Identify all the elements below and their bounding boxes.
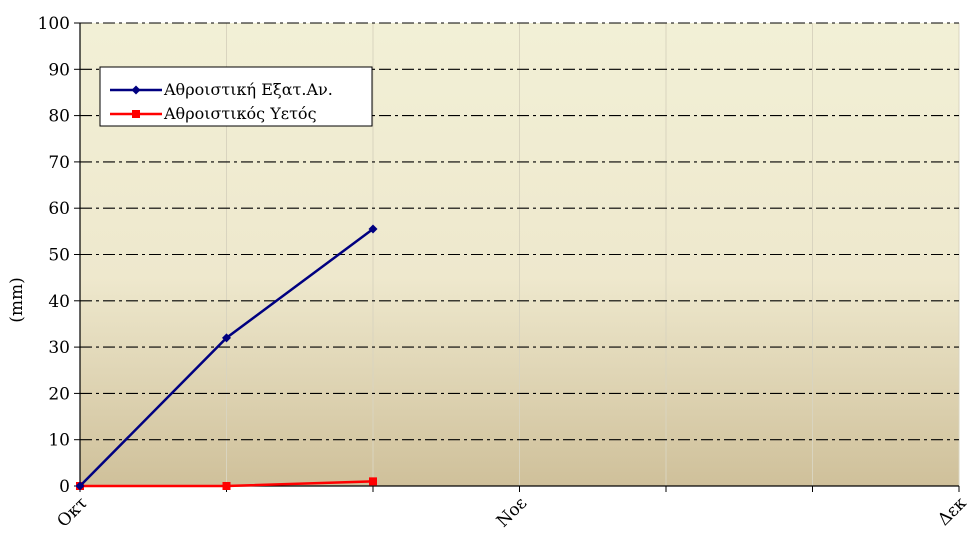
legend-label: Αθροιστική Εξατ.Αν.	[163, 80, 333, 99]
y-tick-label: 10	[48, 431, 70, 451]
y-tick-label: 60	[48, 199, 70, 219]
data-point-marker	[222, 482, 231, 490]
legend-label: Αθροιστικός Υετός	[163, 104, 317, 123]
x-tick-label: Οκτ	[53, 493, 91, 531]
y-tick-label: 20	[48, 384, 70, 404]
data-point-marker	[131, 85, 141, 95]
x-tick-label: Νοε	[493, 493, 531, 531]
x-axis-ticks: Οκτ Νοε Δεκ	[53, 486, 971, 532]
y-tick-label: 80	[48, 107, 70, 127]
y-tick-label: 90	[48, 60, 70, 80]
data-point-marker	[132, 110, 140, 118]
y-tick-label: 30	[48, 338, 70, 358]
data-point-marker	[368, 224, 378, 234]
y-tick-label: 100	[38, 14, 70, 34]
series-group	[75, 224, 378, 491]
data-point-marker	[369, 477, 377, 486]
data-point-marker	[222, 333, 231, 343]
y-tick-label: 0	[59, 477, 70, 497]
legend: Αθροιστική Εξατ.Αν. Αθροιστικός Υετός	[99, 66, 373, 127]
y-tick-label: 50	[48, 246, 70, 266]
series-layer	[75, 224, 378, 491]
x-tick-label: Δεκ	[934, 493, 971, 530]
y-axis-ticks: 0 10 20 30 40 50 60 70 80 90 100	[38, 14, 80, 497]
y-tick-label: 70	[48, 153, 70, 173]
y-axis-label: (mm)	[7, 277, 27, 323]
y-tick-label: 40	[48, 292, 70, 312]
data-point-marker	[75, 481, 85, 491]
legend-box	[99, 66, 373, 127]
legend-entries: Αθροιστική Εξατ.Αν. Αθροιστικός Υετός	[110, 80, 333, 123]
